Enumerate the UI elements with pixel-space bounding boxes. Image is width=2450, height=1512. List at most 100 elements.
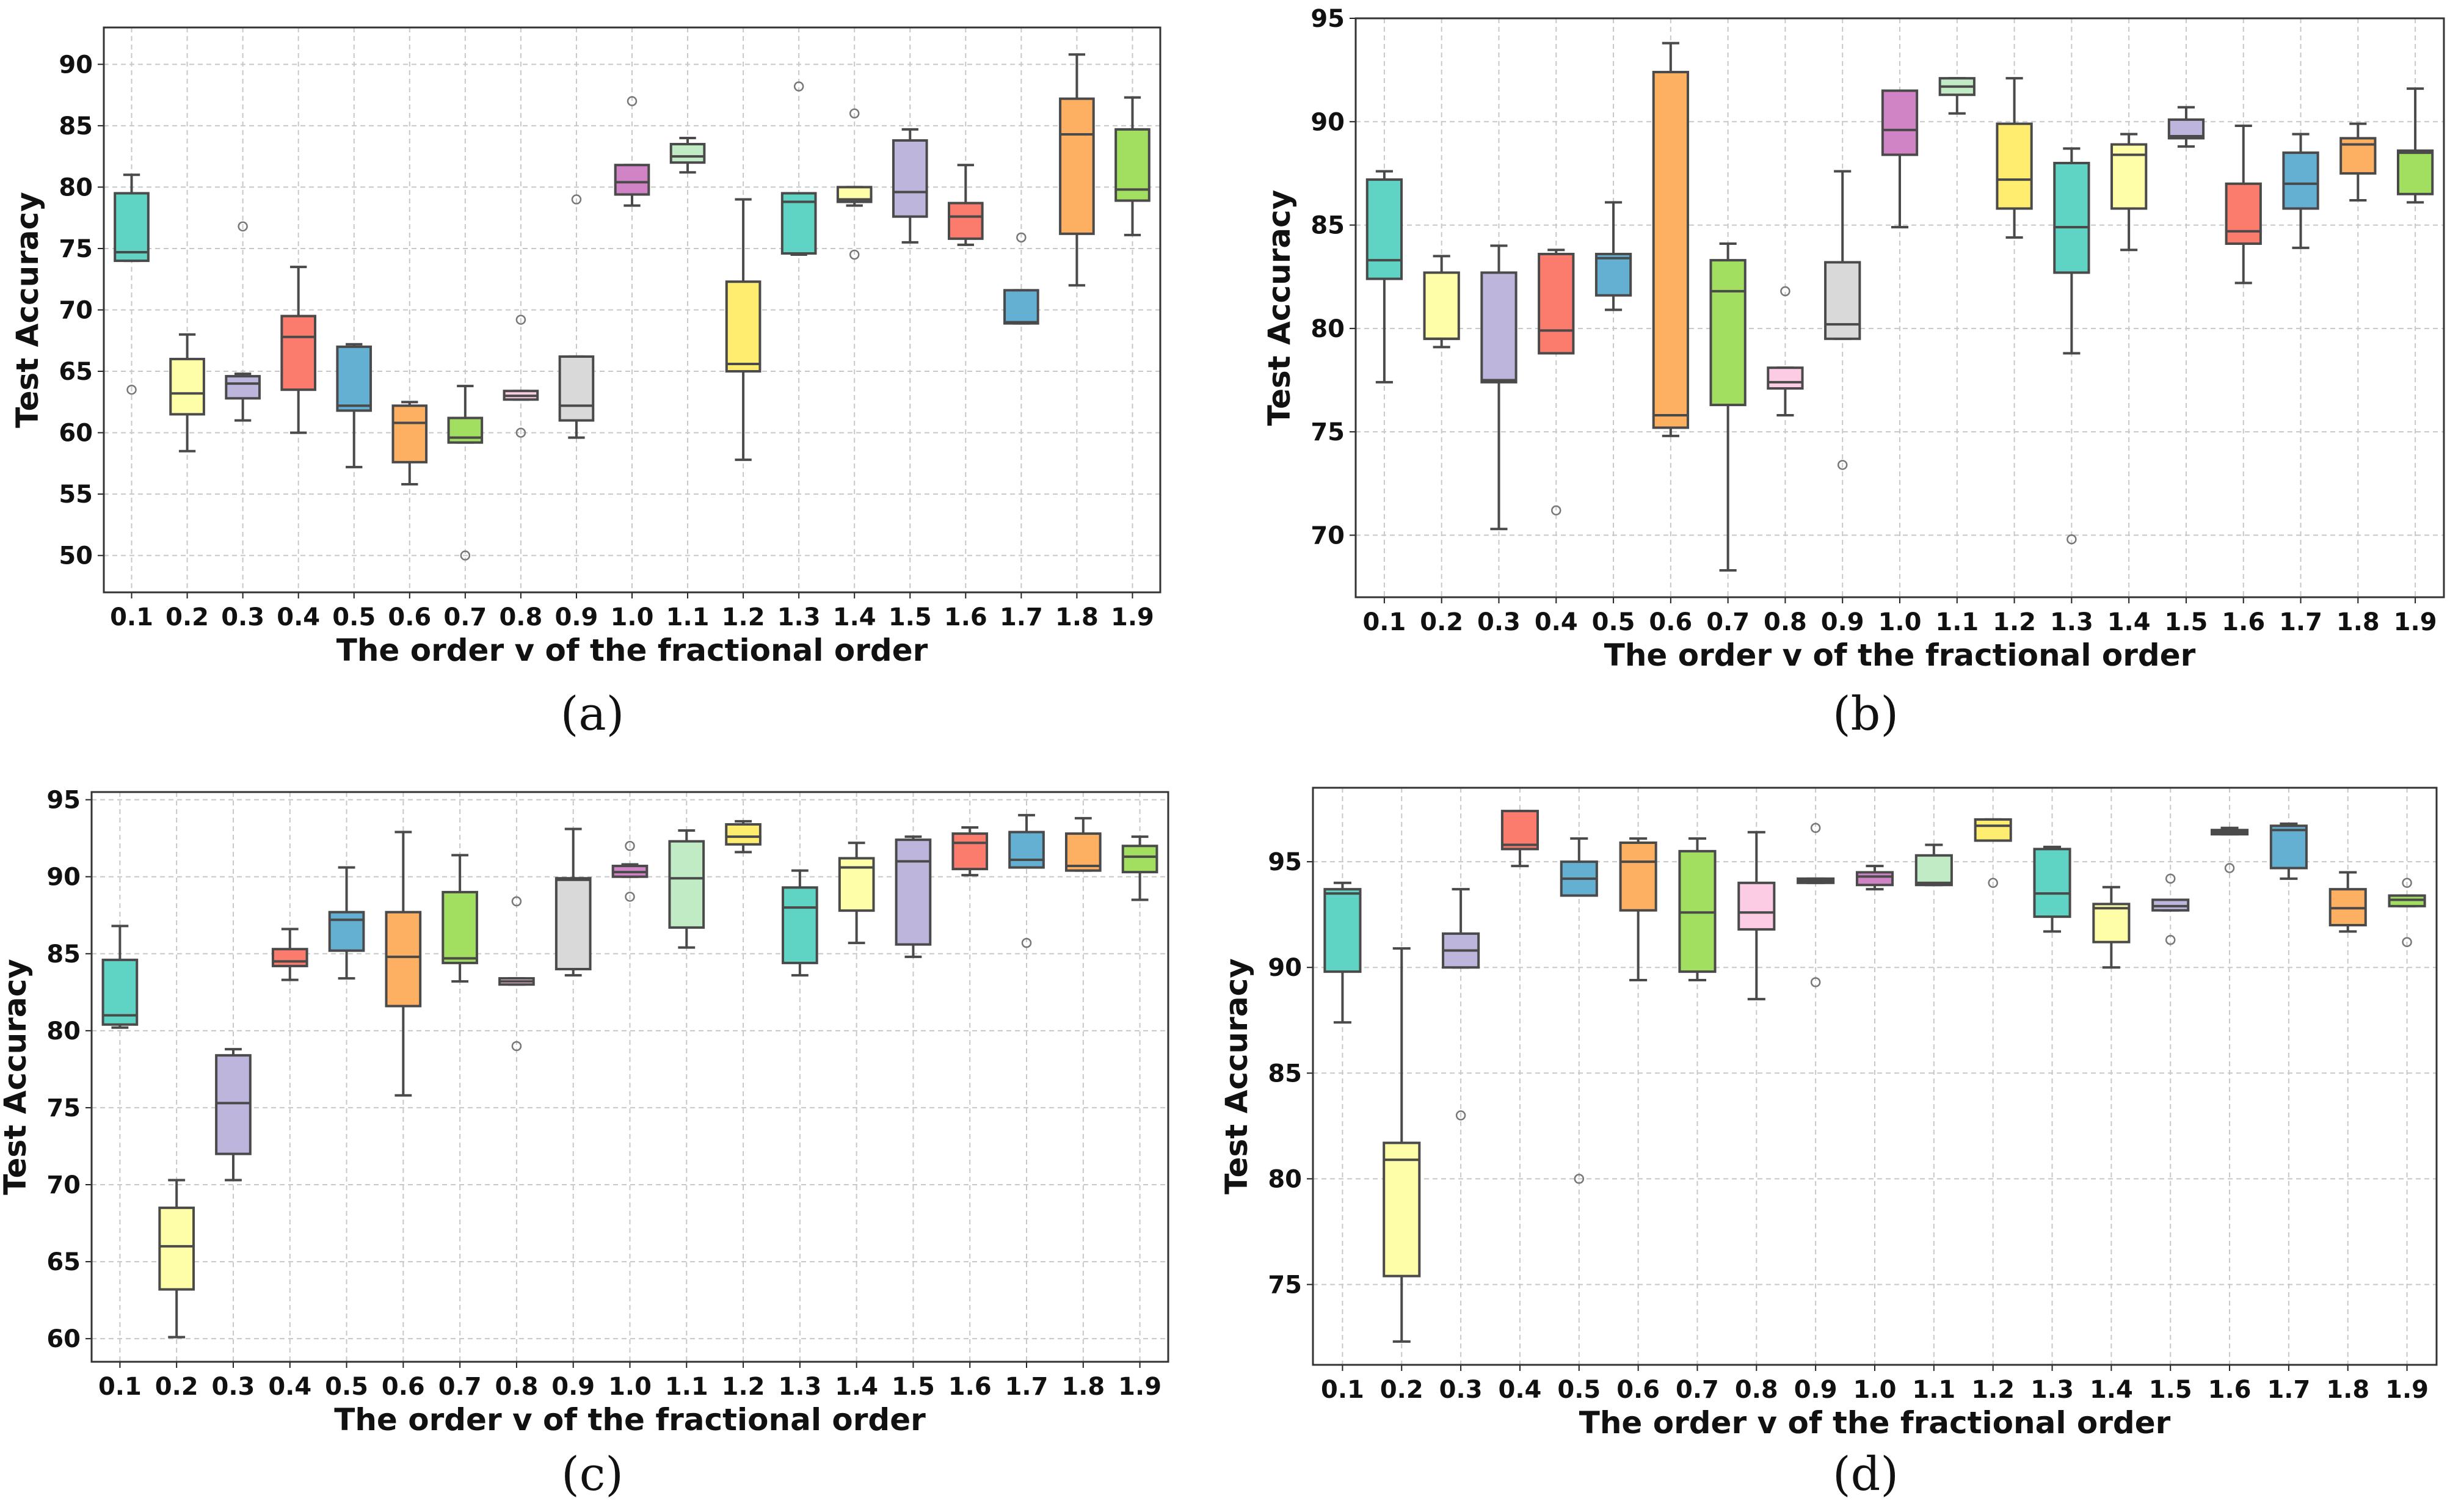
box-0.8 bbox=[1737, 831, 1776, 1001]
box-1.8 bbox=[1059, 53, 1095, 287]
box-0.8 bbox=[1767, 286, 1804, 417]
box-iqr bbox=[391, 404, 428, 463]
outlier-point bbox=[1837, 460, 1848, 470]
chart-panel-c: 60 65 70 75 80 85 90 95 0.1 0.2 0.3 0.4 0.5 0.6 0.7 0.8… bbox=[0, 787, 1169, 1501]
box-iqr bbox=[838, 857, 875, 912]
box-iqr bbox=[1709, 259, 1747, 407]
box-1.0 bbox=[611, 841, 649, 902]
box-1.6 bbox=[948, 164, 984, 246]
y-tick-label: 85 bbox=[1310, 212, 1345, 240]
x-tick-label: 0.6 bbox=[388, 603, 431, 631]
x-tick-label: 1.2 bbox=[1971, 1376, 2015, 1404]
y-tick-label: 95 bbox=[1268, 848, 1302, 876]
outlier-point bbox=[625, 892, 635, 902]
x-tick-label: 1.1 bbox=[666, 603, 710, 631]
box-1.8 bbox=[2328, 871, 2367, 933]
box-iqr bbox=[725, 280, 762, 373]
x-tick-label: 0.7 bbox=[438, 1373, 482, 1401]
box-0.3 bbox=[215, 1048, 252, 1182]
box-1.1 bbox=[1914, 843, 1953, 887]
box-iqr bbox=[158, 1206, 195, 1291]
box-iqr bbox=[2282, 151, 2319, 210]
box-1.1 bbox=[669, 136, 706, 174]
box-1.7 bbox=[2282, 133, 2319, 249]
box-iqr bbox=[2396, 149, 2434, 195]
outlier-point bbox=[460, 550, 471, 561]
box-iqr bbox=[442, 890, 478, 964]
x-tick-label: 1.5 bbox=[892, 1373, 935, 1401]
x-tick-label: 1.7 bbox=[1005, 1373, 1049, 1401]
y-tick-label: 65 bbox=[59, 358, 93, 386]
box-iqr bbox=[2053, 162, 2090, 274]
box-0.4 bbox=[1500, 810, 1539, 868]
box-iqr bbox=[1824, 261, 1861, 340]
box-iqr bbox=[1500, 810, 1539, 851]
box-0.4 bbox=[1538, 249, 1575, 516]
box-1.0 bbox=[1881, 89, 1919, 228]
box-0.5 bbox=[336, 343, 373, 468]
box-iqr bbox=[895, 838, 932, 946]
x-tick-label: 1.5 bbox=[889, 603, 932, 631]
x-tick-label: 1.8 bbox=[1055, 603, 1099, 631]
box-iqr bbox=[447, 416, 484, 444]
outlier-point bbox=[1021, 937, 1032, 948]
x-tick-label: 1.2 bbox=[722, 603, 765, 631]
x-tick-label: 0.8 bbox=[1764, 608, 1807, 636]
box-0.7 bbox=[447, 385, 484, 561]
box-iqr bbox=[668, 840, 705, 929]
x-tick-label: 0.2 bbox=[1380, 1376, 1423, 1404]
x-tick-label: 1.3 bbox=[777, 603, 821, 631]
box-iqr bbox=[725, 823, 762, 846]
outlier-point bbox=[1455, 1110, 1466, 1121]
box-1.2 bbox=[1974, 818, 2012, 889]
x-tick-label: 0.1 bbox=[1362, 608, 1406, 636]
box-iqr bbox=[1059, 97, 1095, 235]
y-tick-label: 90 bbox=[1268, 954, 1302, 982]
y-tick-label: 65 bbox=[46, 1248, 81, 1276]
box-1.3 bbox=[2033, 845, 2071, 933]
box-1.7 bbox=[1008, 813, 1045, 948]
x-tick-label: 1.4 bbox=[2090, 1376, 2133, 1404]
outlier-point bbox=[849, 249, 860, 260]
box-0.2 bbox=[169, 333, 205, 453]
box-iqr bbox=[554, 877, 592, 970]
y-tick-label: 80 bbox=[59, 173, 93, 202]
y-tick-label: 70 bbox=[46, 1171, 81, 1199]
y-tick-label: 75 bbox=[1310, 418, 1345, 446]
outlier-point bbox=[238, 221, 248, 232]
x-tick-label: 1.6 bbox=[944, 603, 987, 631]
box-iqr bbox=[271, 948, 308, 967]
x-tick-label: 0.3 bbox=[1439, 1376, 1483, 1404]
outlier-point bbox=[511, 1041, 522, 1052]
outlier-point bbox=[627, 96, 638, 106]
box-iqr bbox=[1323, 888, 1362, 973]
x-tick-label: 1.5 bbox=[2149, 1376, 2192, 1404]
box-0.5 bbox=[1560, 837, 1598, 1184]
box-1.1 bbox=[1938, 77, 1976, 115]
x-tick-label: 0.4 bbox=[268, 1373, 311, 1401]
chart-panel-b: 70 75 80 85 90 95 0.1 0.2 0.3 0.4 0.5 0.6 0.7 0.8 0.9 1… bbox=[1262, 5, 2445, 741]
box-1.8 bbox=[1064, 816, 1102, 872]
x-tick-label: 0.8 bbox=[1735, 1376, 1778, 1404]
x-tick-label: 0.9 bbox=[1821, 608, 1864, 636]
box-1.9 bbox=[2396, 87, 2434, 204]
x-tick-label: 0.4 bbox=[277, 603, 320, 631]
outlier-point bbox=[1016, 232, 1027, 243]
box-iqr bbox=[1365, 178, 1403, 280]
box-iqr bbox=[1423, 271, 1460, 340]
outlier-point bbox=[1574, 1174, 1585, 1184]
x-tick-label: 1.1 bbox=[1935, 608, 1979, 636]
box-iqr bbox=[948, 202, 984, 240]
y-tick-label: 85 bbox=[46, 940, 81, 969]
box-iqr bbox=[328, 910, 365, 952]
box-iqr bbox=[892, 139, 928, 218]
box-1.9 bbox=[1114, 96, 1150, 236]
box-0.8 bbox=[503, 314, 539, 438]
chart-panel-a: 50 55 60 65 70 75 80 85 90 0.1 0.2 0.3 0.4 0.5 0.6 0.7 0… bbox=[10, 26, 1161, 741]
y-tick-label: 70 bbox=[1310, 522, 1345, 550]
x-tick-label: 0.7 bbox=[443, 603, 487, 631]
x-tick-label: 1.3 bbox=[2050, 608, 2093, 636]
y-tick-label: 90 bbox=[46, 863, 81, 892]
box-iqr bbox=[558, 355, 595, 422]
